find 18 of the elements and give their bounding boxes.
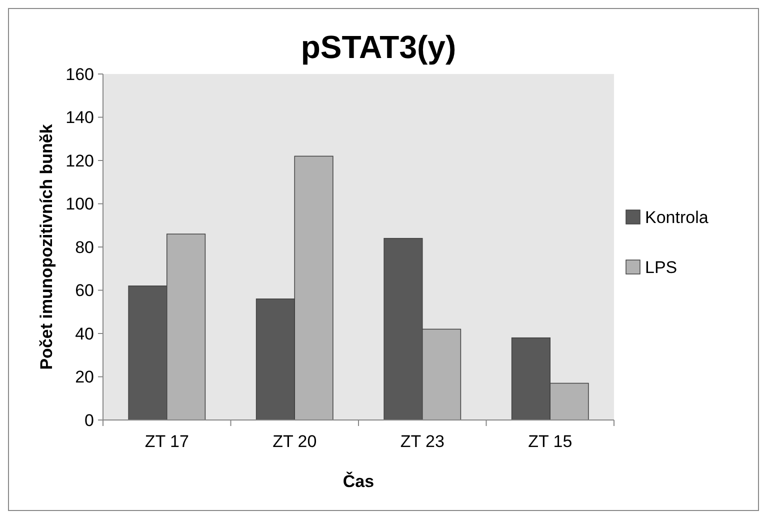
y-tick-label: 60 (75, 281, 94, 300)
y-axis-title: Počet imunopozitivních buněk (37, 124, 56, 370)
y-tick-label: 120 (66, 151, 94, 170)
x-tick-label: ZT 17 (144, 432, 189, 451)
y-tick-label: 80 (75, 238, 94, 257)
y-tick-label: 140 (66, 108, 94, 128)
x-tick-label: ZT 20 (272, 432, 317, 451)
x-tick-label: ZT 23 (400, 432, 444, 451)
x-axis-title: Čas (342, 471, 374, 491)
y-tick-label: 100 (66, 194, 94, 214)
y-tick-label: 40 (75, 324, 94, 344)
chart-title: pSTAT3(y) (300, 29, 456, 65)
y-tick-label: 0 (84, 410, 94, 430)
legend-label: Kontrola (645, 208, 709, 227)
y-tick-label: 20 (75, 368, 94, 387)
x-tick-label: ZT 15 (528, 432, 572, 451)
y-tick-label: 160 (66, 64, 94, 84)
legend-label: LPS (645, 258, 678, 277)
